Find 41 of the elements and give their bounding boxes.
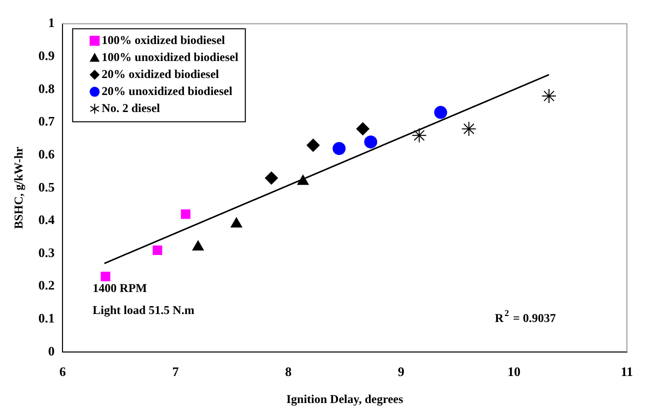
- y-tick-label: 0.2: [38, 278, 55, 293]
- annotation: 1400 RPM: [92, 281, 147, 295]
- y-tick-label: 0.3: [38, 244, 56, 260]
- x-axis-title: Ignition Delay, degrees: [286, 392, 404, 406]
- legend-label: 20% unoxidized biodiesel: [102, 84, 234, 98]
- point: [180, 209, 190, 219]
- point: [230, 218, 242, 228]
- point: [152, 246, 162, 255]
- legend-label: 100% unoxidized biodiesel: [102, 50, 240, 64]
- point: [100, 272, 110, 282]
- legend-label: No. 2 diesel: [102, 100, 161, 115]
- x-tick-label: 6: [59, 364, 66, 380]
- y-tick-label: 0.6: [38, 146, 56, 162]
- y-tick-label: 0: [48, 343, 55, 358]
- point: [364, 135, 378, 148]
- point: [192, 240, 204, 250]
- y-tick-label: 0.7: [38, 114, 56, 129]
- x-tick-label: 10: [508, 364, 521, 380]
- point: [264, 172, 278, 185]
- point: [306, 138, 320, 152]
- point: [332, 142, 346, 156]
- x-tick-label: 11: [620, 364, 634, 380]
- legend-label: 100% oxidized biodiesel: [102, 32, 226, 47]
- x-tick-label: 9: [398, 364, 405, 380]
- point: [542, 88, 556, 104]
- y-tick-label: 0.5: [38, 179, 56, 194]
- point: [412, 128, 427, 143]
- y-tick-label: 0.8: [38, 80, 56, 96]
- y-axis-title: BSHC, g/kW-hr: [11, 146, 26, 230]
- point: [356, 122, 370, 136]
- y-tick-label: 1: [48, 15, 55, 30]
- point: [461, 121, 476, 136]
- x-tick-label: 7: [172, 364, 180, 380]
- legend-label: 20% oxidized biodiesel: [102, 66, 220, 81]
- point: [434, 106, 448, 119]
- x-tick-label: 8: [285, 364, 292, 380]
- point: [297, 174, 309, 185]
- y-tick-label: 0.9: [38, 48, 56, 63]
- y-tick-label: 0.1: [38, 310, 55, 326]
- annotation: Light load 51.5 N.m: [92, 303, 194, 317]
- y-tick-label: 0.4: [38, 212, 56, 228]
